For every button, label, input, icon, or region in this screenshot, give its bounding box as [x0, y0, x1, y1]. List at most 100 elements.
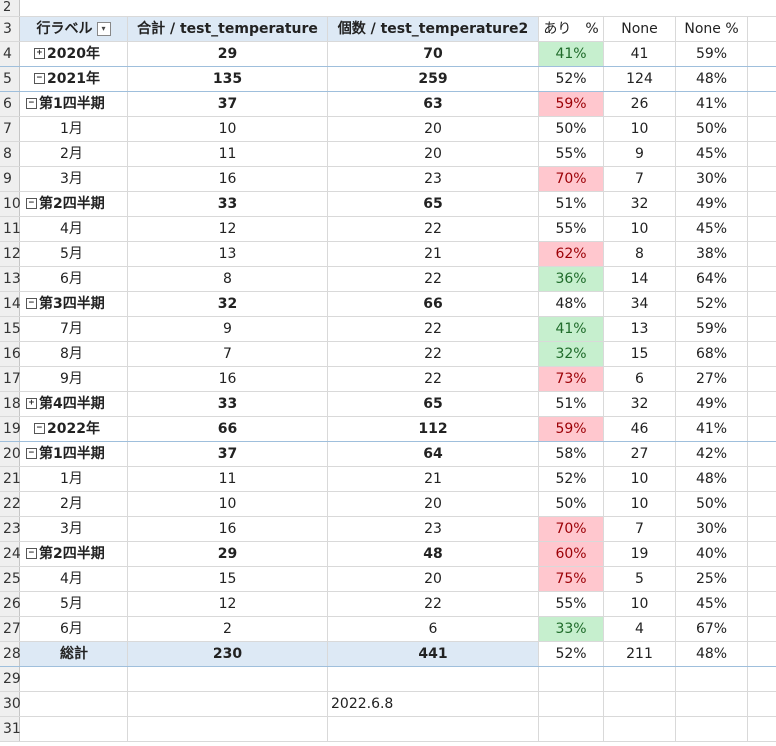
sum-value-cell[interactable]: 230: [128, 642, 328, 666]
ari-percent-cell[interactable]: 70%: [539, 517, 604, 541]
row-number[interactable]: 27: [0, 617, 20, 641]
collapse-icon[interactable]: −: [34, 73, 45, 84]
ari-percent-cell[interactable]: 59%: [539, 417, 604, 441]
none-percent-cell[interactable]: 45%: [676, 217, 748, 241]
ari-percent-cell[interactable]: 55%: [539, 142, 604, 166]
ari-percent-cell[interactable]: 75%: [539, 567, 604, 591]
none-count-cell[interactable]: 10: [604, 492, 676, 516]
empty-cell[interactable]: [748, 117, 776, 141]
sum-value-cell[interactable]: 33: [128, 392, 328, 416]
none-percent-cell[interactable]: 42%: [676, 442, 748, 466]
row-number[interactable]: 8: [0, 142, 20, 166]
ari-percent-cell[interactable]: 52%: [539, 67, 604, 91]
empty-cell[interactable]: [748, 417, 776, 441]
count-value-cell[interactable]: 22: [328, 367, 539, 391]
count-value-cell[interactable]: 65: [328, 192, 539, 216]
row-label-cell[interactable]: 5月: [20, 242, 128, 266]
row-label-cell[interactable]: 6月: [20, 267, 128, 291]
sum-value-cell[interactable]: 29: [128, 42, 328, 66]
none-count-cell[interactable]: 7: [604, 517, 676, 541]
empty-cell[interactable]: [748, 217, 776, 241]
row-label-cell[interactable]: 7月: [20, 317, 128, 341]
sum-value-cell[interactable]: 12: [128, 592, 328, 616]
empty-cell[interactable]: [20, 692, 128, 716]
none-count-cell[interactable]: 6: [604, 367, 676, 391]
none-count-cell[interactable]: 41: [604, 42, 676, 66]
count-value-cell[interactable]: 64: [328, 442, 539, 466]
empty-cell[interactable]: [20, 717, 128, 741]
empty-cell[interactable]: [748, 542, 776, 566]
count-value-cell[interactable]: 441: [328, 642, 539, 666]
none-count-cell[interactable]: 10: [604, 592, 676, 616]
none-header[interactable]: None: [604, 17, 676, 41]
none-count-cell[interactable]: 8: [604, 242, 676, 266]
ari-percent-cell[interactable]: 55%: [539, 217, 604, 241]
row-number[interactable]: 9: [0, 167, 20, 191]
row-label-cell[interactable]: 2月: [20, 492, 128, 516]
row-number[interactable]: 17: [0, 367, 20, 391]
sum-value-cell[interactable]: 33: [128, 192, 328, 216]
none-count-cell[interactable]: 4: [604, 617, 676, 641]
empty-cell[interactable]: [128, 717, 328, 741]
sum-value-cell[interactable]: 12: [128, 217, 328, 241]
none-percent-cell[interactable]: 49%: [676, 392, 748, 416]
none-percent-cell[interactable]: 67%: [676, 617, 748, 641]
empty-cell[interactable]: [748, 92, 776, 116]
none-percent-cell[interactable]: 48%: [676, 642, 748, 666]
none-percent-cell[interactable]: 40%: [676, 542, 748, 566]
ari-percent-cell[interactable]: 62%: [539, 242, 604, 266]
empty-cell[interactable]: [748, 442, 776, 466]
ari-percent-cell[interactable]: 32%: [539, 342, 604, 366]
empty-cell[interactable]: [748, 567, 776, 591]
empty-cell[interactable]: [748, 192, 776, 216]
row-label-cell[interactable]: −2021年: [20, 67, 128, 91]
sum-value-cell[interactable]: 66: [128, 417, 328, 441]
row-number[interactable]: 21: [0, 467, 20, 491]
none-count-cell[interactable]: 5: [604, 567, 676, 591]
row-number[interactable]: 23: [0, 517, 20, 541]
empty-cell[interactable]: [539, 667, 604, 691]
none-percent-cell[interactable]: 68%: [676, 342, 748, 366]
none-percent-cell[interactable]: 30%: [676, 517, 748, 541]
row-label-cell[interactable]: +2020年: [20, 42, 128, 66]
count-value-cell[interactable]: 48: [328, 542, 539, 566]
count-value-cell[interactable]: 20: [328, 492, 539, 516]
empty-cell[interactable]: [748, 267, 776, 291]
row-label-cell[interactable]: − 第2四半期: [20, 192, 128, 216]
count-value-cell[interactable]: 20: [328, 567, 539, 591]
none-count-cell[interactable]: 15: [604, 342, 676, 366]
row-label-cell[interactable]: − 第1四半期: [20, 92, 128, 116]
none-percent-header[interactable]: None %: [676, 17, 748, 41]
filter-dropdown-icon[interactable]: ▾: [97, 22, 111, 36]
row-label-cell[interactable]: 1月: [20, 117, 128, 141]
ari-percent-cell[interactable]: 55%: [539, 592, 604, 616]
row-number[interactable]: 3: [0, 17, 20, 41]
ari-percent-cell[interactable]: 52%: [539, 642, 604, 666]
empty-cell[interactable]: [748, 617, 776, 641]
none-count-cell[interactable]: 26: [604, 92, 676, 116]
row-label-cell[interactable]: 5月: [20, 592, 128, 616]
row-label-cell[interactable]: 2月: [20, 142, 128, 166]
none-percent-cell[interactable]: 48%: [676, 467, 748, 491]
row-number[interactable]: 28: [0, 642, 20, 666]
empty-cell[interactable]: [128, 667, 328, 691]
row-number[interactable]: 7: [0, 117, 20, 141]
row-number[interactable]: 24: [0, 542, 20, 566]
empty-cell[interactable]: [128, 692, 328, 716]
empty-cell[interactable]: [748, 467, 776, 491]
row-number[interactable]: 25: [0, 567, 20, 591]
row-label-cell[interactable]: 総計: [20, 642, 128, 666]
count-value-cell[interactable]: 6: [328, 617, 539, 641]
count-value-cell[interactable]: 112: [328, 417, 539, 441]
date-note-cell[interactable]: [328, 717, 539, 741]
empty-cell[interactable]: [604, 667, 676, 691]
none-count-cell[interactable]: 9: [604, 142, 676, 166]
none-count-cell[interactable]: 19: [604, 542, 676, 566]
row-number[interactable]: 10: [0, 192, 20, 216]
collapse-icon[interactable]: −: [26, 298, 37, 309]
sum-column-header[interactable]: 合計 / test_temperature: [128, 17, 328, 41]
row-number[interactable]: 11: [0, 217, 20, 241]
row-number[interactable]: 20: [0, 442, 20, 466]
sum-value-cell[interactable]: 16: [128, 167, 328, 191]
row-label-cell[interactable]: − 第3四半期: [20, 292, 128, 316]
